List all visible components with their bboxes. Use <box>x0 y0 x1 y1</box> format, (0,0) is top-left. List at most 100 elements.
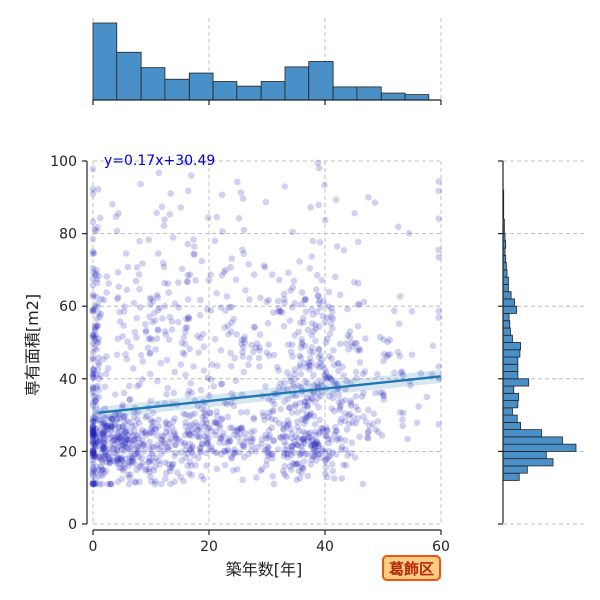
scatter-point <box>245 450 252 458</box>
scatter-point <box>185 313 192 321</box>
scatter-point <box>198 472 205 480</box>
ward-badge: 葛飾区 <box>382 555 442 581</box>
scatter-point <box>289 228 297 236</box>
right-hist-bar <box>502 371 519 380</box>
scatter-point <box>93 322 100 330</box>
scatter-point <box>308 320 316 327</box>
scatter-point <box>181 351 188 358</box>
scatter-point <box>128 423 136 430</box>
scatter-point <box>354 347 361 354</box>
scatter-point <box>92 438 100 446</box>
scatter-point <box>124 471 132 479</box>
scatter-point <box>342 340 350 347</box>
scatter-point <box>186 431 193 439</box>
scatter-point <box>288 451 295 459</box>
scatter-point <box>314 451 322 459</box>
scatter-point <box>107 424 114 432</box>
scatter-point <box>253 340 261 347</box>
scatter-point <box>134 442 142 450</box>
scatter-point <box>322 458 329 465</box>
scatter-point <box>115 424 123 431</box>
scatter-point <box>120 308 128 315</box>
scatter-point <box>227 263 234 271</box>
scatter-point <box>290 277 298 285</box>
top-hist-bar <box>260 81 286 101</box>
scatter-point <box>380 350 388 358</box>
scatter-point <box>94 382 101 390</box>
scatter-point <box>98 456 106 464</box>
scatter-point <box>123 444 131 452</box>
scatter-point <box>105 280 112 287</box>
scatter-point <box>231 446 238 453</box>
scatter-point <box>242 435 250 442</box>
scatter-point <box>360 389 367 397</box>
scatter-point <box>325 288 333 296</box>
scatter-point <box>248 442 255 449</box>
scatter-point <box>243 438 250 446</box>
scatter-point <box>212 428 220 435</box>
scatter-point <box>138 436 146 444</box>
scatter-point <box>301 415 309 423</box>
scatter-point <box>281 470 288 478</box>
scatter-point <box>93 293 100 301</box>
scatter-point <box>89 422 97 430</box>
scatter-point <box>269 473 277 480</box>
scatter-point <box>348 339 355 347</box>
scatter-point <box>284 454 291 461</box>
scatter-point <box>152 346 159 353</box>
scatter-point <box>150 444 157 451</box>
scatter-point <box>242 429 249 437</box>
scatter-point <box>89 472 97 480</box>
scatter-point <box>148 295 155 302</box>
scatter-point <box>89 264 97 272</box>
scatter-point <box>362 335 369 342</box>
scatter-point <box>106 449 113 457</box>
scatter-point <box>102 448 109 456</box>
scatter-point <box>399 371 407 379</box>
scatter-point <box>91 450 99 458</box>
scatter-point <box>315 353 323 361</box>
scatter-point <box>197 444 204 451</box>
scatter-point <box>93 346 100 353</box>
scatter-point <box>317 428 324 436</box>
scatter-point <box>212 419 220 427</box>
scatter-point <box>262 431 269 439</box>
scatter-point <box>307 409 315 417</box>
scatter-point <box>304 326 312 334</box>
scatter-point <box>351 279 358 286</box>
scatter-point <box>114 269 122 276</box>
scatter-point <box>175 304 182 311</box>
scatter-point <box>302 308 310 316</box>
scatter-point <box>190 251 197 258</box>
scatter-point <box>241 454 248 461</box>
scatter-point <box>140 448 148 455</box>
scatter-point <box>108 415 116 423</box>
scatter-point <box>115 435 123 443</box>
scatter-point <box>331 407 338 415</box>
scatter-point <box>168 318 176 325</box>
scatter-point <box>90 291 97 299</box>
scatter-point <box>160 433 167 440</box>
scatter-point <box>150 418 158 426</box>
scatter-point <box>296 451 304 459</box>
top-hist-bar <box>164 78 190 101</box>
scatter-point <box>298 442 305 450</box>
scatter-point <box>142 320 149 328</box>
scatter-point <box>344 452 351 459</box>
scatter-point <box>97 455 105 463</box>
scatter-point <box>208 361 216 368</box>
scatter-point <box>111 441 118 449</box>
scatter-point <box>283 473 290 480</box>
scatter-point <box>314 394 322 402</box>
scatter-point <box>95 272 103 280</box>
scatter-point <box>182 447 189 454</box>
scatter-point <box>138 376 146 383</box>
scatter-point <box>126 453 133 461</box>
scatter-point <box>325 435 332 443</box>
scatter-point <box>100 445 108 452</box>
scatter-point <box>144 344 152 352</box>
scatter-point <box>263 298 271 306</box>
scatter-point <box>196 448 204 455</box>
scatter-point <box>182 328 189 336</box>
